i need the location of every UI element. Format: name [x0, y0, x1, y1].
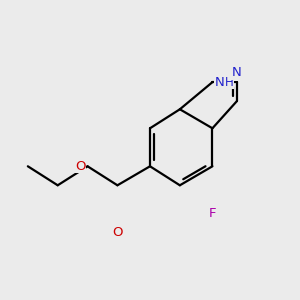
Text: O: O — [75, 160, 86, 173]
Text: F: F — [209, 206, 216, 220]
Text: N: N — [232, 67, 242, 80]
Text: O: O — [112, 226, 123, 238]
Text: H: H — [225, 76, 234, 88]
Text: N: N — [232, 66, 242, 80]
Text: N: N — [214, 76, 224, 88]
Text: O: O — [112, 226, 123, 239]
Text: O: O — [75, 160, 86, 173]
Text: N: N — [214, 76, 224, 88]
Text: F: F — [209, 207, 216, 220]
